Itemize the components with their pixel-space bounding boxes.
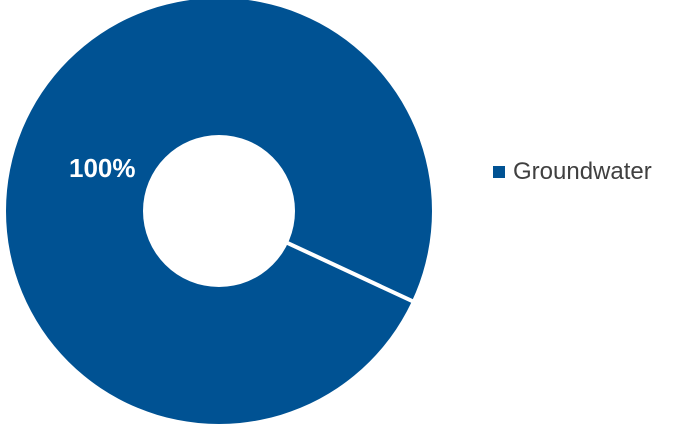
- donut-slices: [6, 0, 432, 424]
- legend-label-groundwater: Groundwater: [513, 158, 652, 185]
- legend-swatch-groundwater: [493, 166, 505, 178]
- legend: Groundwater: [493, 158, 652, 186]
- slice-separator: [285, 240, 415, 304]
- slice-label-groundwater: 100%: [69, 153, 136, 183]
- slice-groundwater: [6, 0, 432, 424]
